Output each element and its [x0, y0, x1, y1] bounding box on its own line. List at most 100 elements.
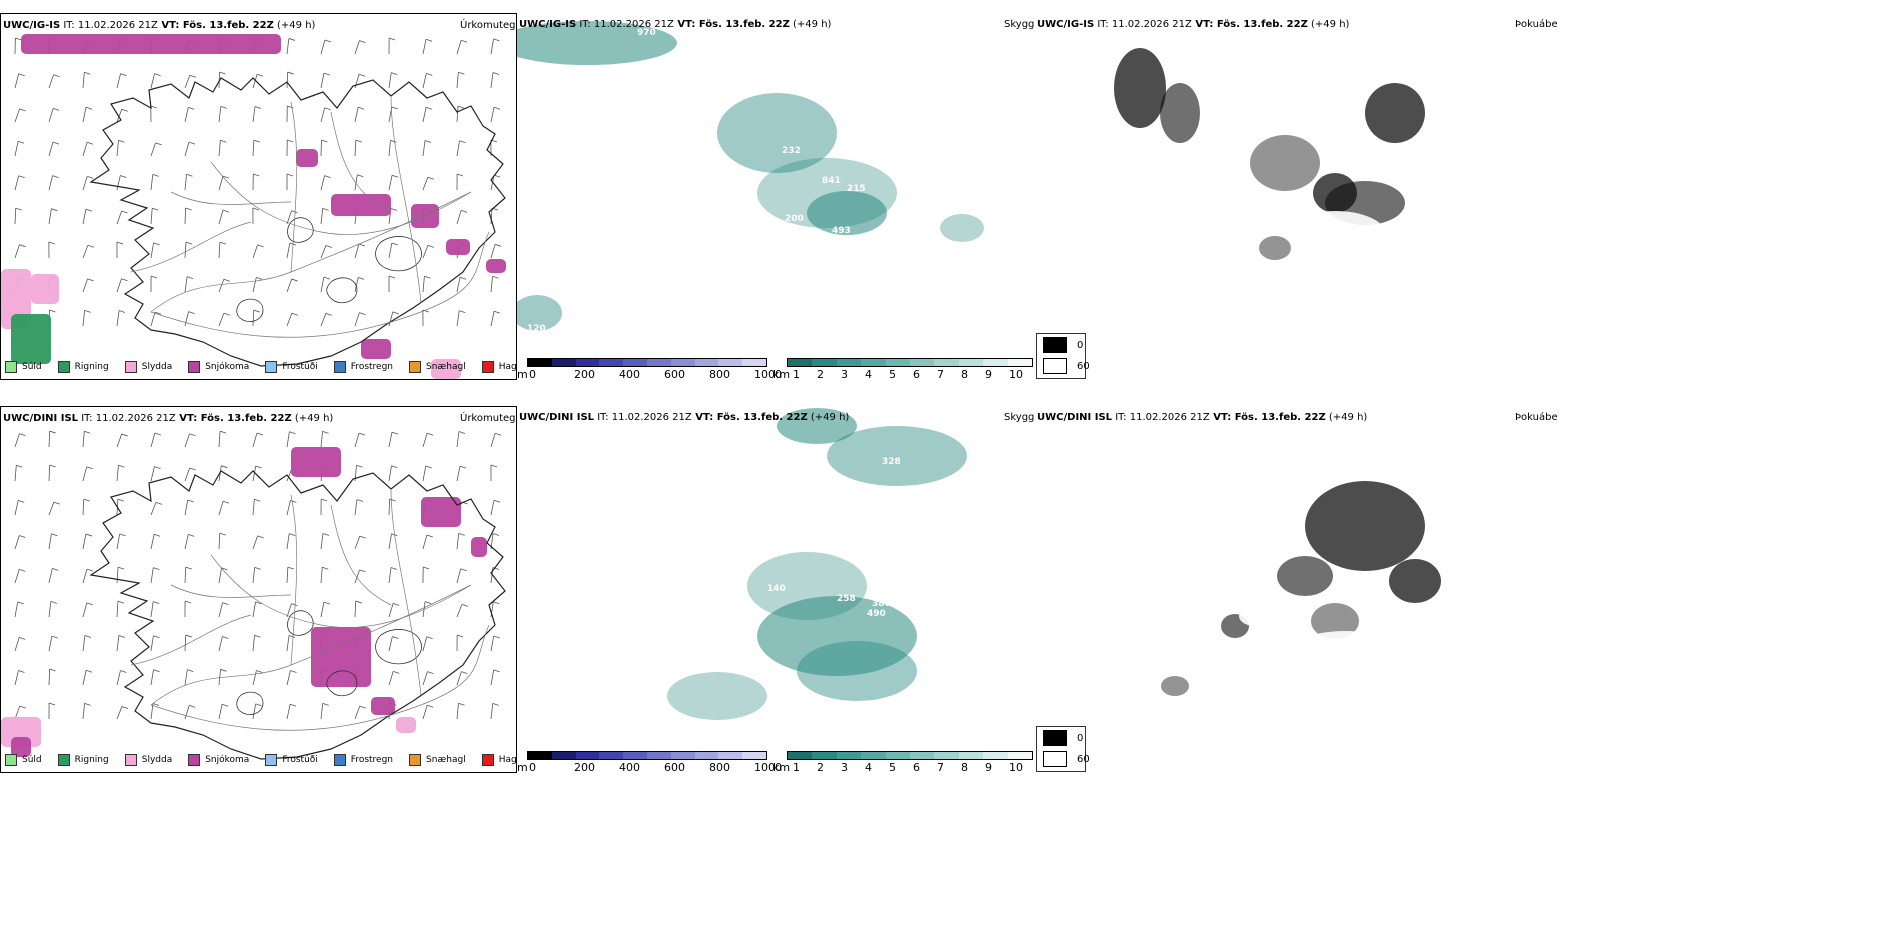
- colorbar-tick: 400: [619, 761, 640, 773]
- legend-swatch: [188, 754, 201, 766]
- vt-label: VT:: [673, 19, 699, 30]
- legend-item: Haglél: [481, 754, 517, 766]
- map-variable-title: Skyggni: [1004, 19, 1035, 30]
- colorbar-tick: 0: [529, 761, 536, 773]
- legend-item: Rigning: [57, 361, 109, 373]
- legend-label: Slydda: [141, 362, 173, 372]
- cloud-base-value: 229: [909, 236, 928, 246]
- cloud-base-value: 490: [867, 609, 886, 619]
- vt-value: Fös. 13.feb. 22Z: [1216, 19, 1308, 30]
- model-name: UWC/IG-IS: [519, 19, 577, 30]
- model-name: UWC/DINI ISL: [3, 413, 79, 424]
- iceland-outline: [89, 77, 506, 367]
- map-canvas: [1161, 481, 1441, 696]
- lead-time: (+49 h): [789, 19, 832, 30]
- legend-label: Frostúði: [282, 362, 318, 372]
- legend-label: Rigning: [74, 755, 109, 765]
- legend-swatch: [5, 361, 17, 373]
- precip-type-legend: Súld Rigning Slydda Snjókoma Frostúði Frostre…: [5, 754, 517, 766]
- fog-key-swatch: [1043, 730, 1067, 746]
- colorbar-tick: 7: [937, 761, 944, 773]
- legend-item: Snæhagl: [409, 754, 466, 766]
- visibility-colorbar: km 1 2 3 4 5 6 7 8 9 10: [773, 751, 1035, 773]
- legend-item: Snjókoma: [188, 754, 249, 766]
- colorbar-tick: 5: [889, 368, 896, 380]
- model-name: UWC/IG-IS: [1037, 19, 1095, 30]
- legend-item: Frostregn: [333, 361, 393, 373]
- legend-item: Rigning: [57, 754, 109, 766]
- map-header: UWC/IG-IS IT: 11.02.2026 21Z VT: Fös. 13…: [519, 19, 831, 30]
- cloud-base-value: 120: [527, 324, 546, 334]
- colorbar-tick: 600: [664, 368, 685, 380]
- it-label: IT:: [1094, 19, 1112, 30]
- colorbar-tick: 7: [937, 368, 944, 380]
- map-panel-precip-2: Súld Rigning Slydda Snjókoma Frostúði Frostre…: [0, 406, 517, 773]
- fog-index-key: 0 60: [1036, 333, 1090, 379]
- colorbar-unit: km: [773, 761, 791, 773]
- fog-key-label: 60: [1077, 753, 1090, 765]
- it-value: 11.02.2026 21Z: [77, 20, 158, 31]
- fog-key-swatch: [1043, 751, 1067, 767]
- map-panel-cloud-1: 970 950 232 841 215 200 493 231 348 229 190 130 120 m…: [517, 13, 1035, 380]
- cloud-base-value: 493: [832, 226, 851, 236]
- vt-value: Fös. 13.feb. 22Z: [698, 19, 790, 30]
- it-value: 11.02.2026 21Z: [1111, 19, 1192, 30]
- legend-label: Haglél: [498, 362, 517, 372]
- legend-label: Frostregn: [350, 755, 394, 765]
- lead-time: (+49 h): [1307, 19, 1350, 30]
- colorbar-tick: 6: [913, 761, 920, 773]
- colorbar-tick: 8: [961, 761, 968, 773]
- colorbar-tick: 0: [529, 368, 536, 380]
- fog-index-field: [1161, 481, 1441, 696]
- map-panel-precip-1: Súld Rigning Slydda Snjókoma Frostúði Frostre…: [0, 13, 517, 380]
- legend-swatch: [5, 754, 17, 766]
- colorbar-tick: 3: [841, 761, 848, 773]
- cloud-base-value: 314: [857, 551, 876, 561]
- map-panel-cloud-2: 328 314 140 258 380 490 m 0 200 400 600 800 1000 km 1 2…: [517, 406, 1035, 773]
- visibility-field: [517, 21, 984, 331]
- map-variable-title: Þokuábendi: [1515, 19, 1557, 30]
- map-variable-title: Úrkomutegund: [460, 20, 516, 31]
- model-name: UWC/DINI ISL: [519, 412, 595, 423]
- legend-swatch: [57, 754, 70, 766]
- it-value: 11.02.2026 21Z: [1129, 412, 1210, 423]
- cloud-base-colorbar: m 0 200 400 600 800 1000: [517, 358, 782, 380]
- map-panel-fog-1: 0 60 UWC/IG-IS IT: 11.02.2026 21Z VT: Fös.…: [1035, 13, 1557, 380]
- fog-key-row: 60: [1043, 358, 1090, 374]
- legend-item: Súld: [5, 361, 42, 373]
- cloud-base-value: 258: [837, 594, 856, 604]
- colorbar-tick: 600: [664, 761, 685, 773]
- fog-key-row: 60: [1043, 751, 1090, 767]
- legend-swatch: [265, 361, 278, 373]
- lead-time: (+49 h): [1325, 412, 1368, 423]
- legend-swatch: [481, 754, 494, 766]
- colorbar-tick: 9: [985, 761, 992, 773]
- it-value: 11.02.2026 21Z: [593, 19, 674, 30]
- legend-label: Haglél: [498, 755, 517, 765]
- cloud-base-value: 140: [767, 584, 786, 594]
- colorbar-tick: 8: [961, 368, 968, 380]
- precipitation-patches: [1, 447, 487, 757]
- colorbar-unit: m: [517, 761, 528, 773]
- legend-swatch: [265, 754, 278, 766]
- colorbar-tick: 1: [793, 761, 800, 773]
- colorbar-tick: 10: [1009, 368, 1023, 380]
- colorbar-unit: km: [773, 368, 791, 380]
- vt-value: Fös. 13.feb. 22Z: [182, 20, 274, 31]
- colorbar-tick: 2: [817, 368, 824, 380]
- legend-label: Snjókoma: [205, 362, 250, 372]
- legend-swatch: [409, 361, 422, 373]
- vt-label: VT:: [175, 413, 201, 424]
- legend-item: Frostregn: [333, 754, 394, 766]
- cloud-base-value: 232: [782, 146, 801, 156]
- legend-swatch: [481, 361, 494, 373]
- legend-swatch: [57, 361, 70, 373]
- cloud-base-value: 215: [847, 184, 866, 194]
- fog-key-label: 60: [1077, 360, 1090, 372]
- map-variable-title: Úrkomutegund: [460, 413, 516, 424]
- precip-type-legend: Súld Rigning Slydda Snjókoma Frostúði Frostre…: [5, 361, 517, 373]
- it-value: 11.02.2026 21Z: [95, 413, 176, 424]
- colorbar-tick: 200: [574, 761, 595, 773]
